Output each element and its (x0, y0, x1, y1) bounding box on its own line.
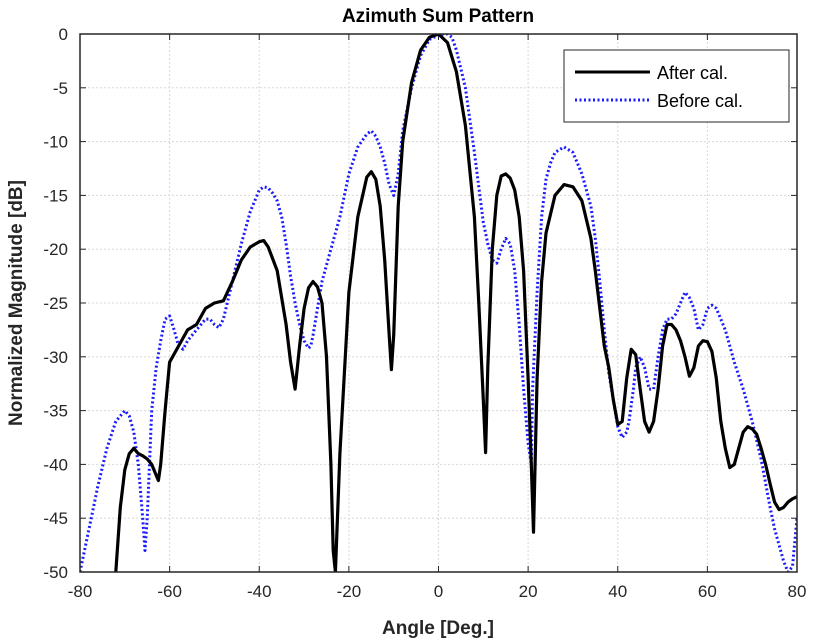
series-lines (80, 34, 797, 572)
x-tick-label: -80 (68, 582, 93, 601)
x-tick-label: 40 (608, 582, 627, 601)
x-tick-label: 60 (698, 582, 717, 601)
y-tick-label: -50 (43, 563, 68, 582)
y-tick-label: -25 (43, 294, 68, 313)
legend-label-before-cal: Before cal. (657, 91, 743, 111)
y-tick-label: -10 (43, 133, 68, 152)
y-tick-label: -30 (43, 348, 68, 367)
x-axis-label: Angle [Deg.] (382, 618, 494, 639)
series-line-after-cal (114, 34, 797, 572)
x-tick-label: -40 (247, 582, 272, 601)
y-tick-label: -15 (43, 186, 68, 205)
x-tick-label: 0 (434, 582, 443, 601)
y-tick-label: -35 (43, 402, 68, 421)
y-tick-labels: 0 -5 -10 -15 -20 -25 -30 -35 -40 -45 -50 (43, 25, 68, 582)
x-tick-label: -60 (157, 582, 182, 601)
legend-box (563, 49, 790, 123)
x-tick-labels: -80 -60 -40 -20 0 20 40 60 80 (68, 582, 807, 601)
x-tick-label: -20 (337, 582, 362, 601)
chart-title: Azimuth Sum Pattern (342, 6, 534, 27)
y-tick-label: -40 (43, 455, 68, 474)
x-tick-label: 80 (788, 582, 807, 601)
series-line-before-cal (80, 34, 797, 572)
y-tick-label: 0 (59, 25, 68, 44)
legend-label-after-cal: After cal. (657, 63, 728, 83)
legend: After cal. Before cal. (563, 49, 790, 123)
x-tick-label: 20 (519, 582, 538, 601)
y-tick-label: -20 (43, 240, 68, 259)
y-axis-label: Normalized Magnitude [dB] (6, 180, 27, 426)
y-tick-label: -5 (53, 79, 68, 98)
y-tick-label: -45 (43, 509, 68, 528)
plot-frame (79, 33, 798, 573)
